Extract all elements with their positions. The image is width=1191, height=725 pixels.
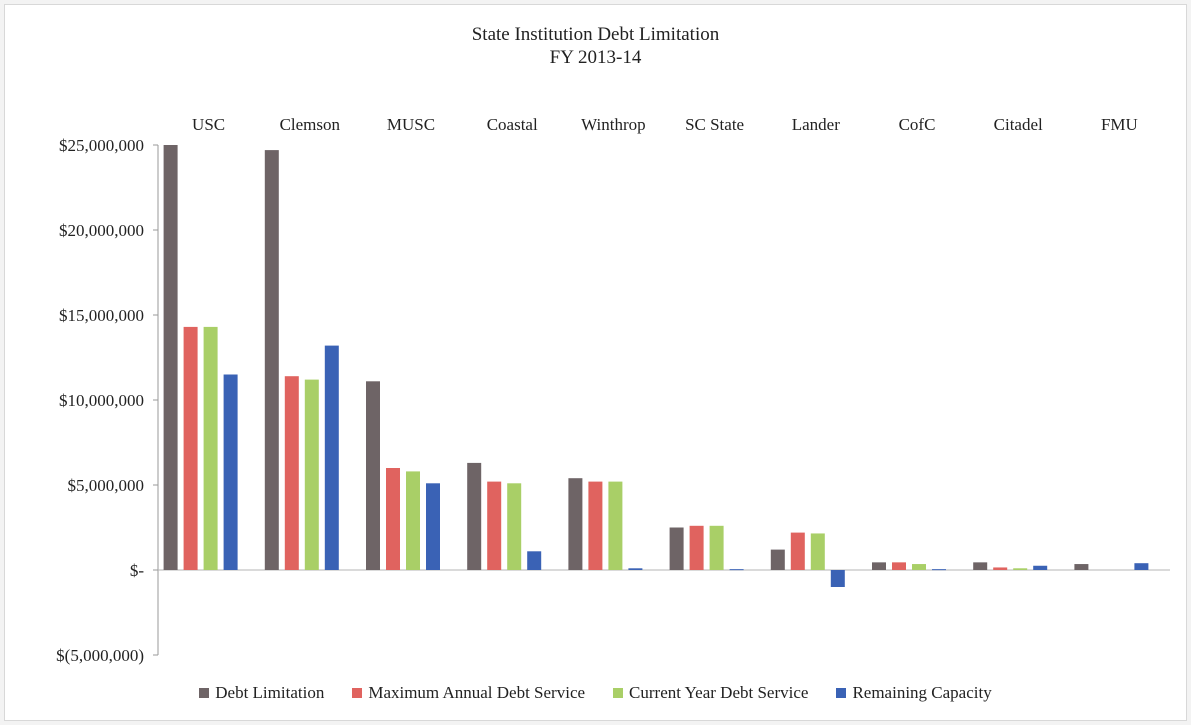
bar-remaining-capacity <box>628 568 643 570</box>
bar-maximum-annual-debt-service <box>284 376 299 570</box>
legend-label: Maximum Annual Debt Service <box>368 683 586 702</box>
bar-remaining-capacity <box>1033 565 1048 570</box>
category-label: USC <box>192 115 225 134</box>
legend-label: Debt Limitation <box>215 683 325 702</box>
legend-swatch <box>613 688 624 698</box>
category-label: Coastal <box>487 115 538 134</box>
bar-maximum-annual-debt-service <box>892 562 906 570</box>
category-label: MUSC <box>387 115 435 134</box>
category-label: Winthrop <box>581 115 645 134</box>
legend-label: Current Year Debt Service <box>629 683 809 702</box>
category-label: Clemson <box>280 115 341 134</box>
category-label: Lander <box>792 115 840 134</box>
bar-current-year-debt-service <box>406 471 420 570</box>
bar-maximum-annual-debt-service <box>588 481 603 570</box>
bar-debt-limitation <box>872 562 886 570</box>
legend-item: Current Year Debt Service <box>613 683 808 703</box>
bar-current-year-debt-service <box>912 564 926 570</box>
legend-swatch <box>836 688 847 698</box>
legend-item: Maximum Annual Debt Service <box>352 683 585 703</box>
bar-remaining-capacity <box>426 483 440 570</box>
legend-swatch <box>199 688 210 698</box>
bar-remaining-capacity <box>932 569 946 571</box>
bar-debt-limitation <box>264 150 279 570</box>
bar-debt-limitation <box>568 478 583 570</box>
bar-current-year-debt-service <box>810 533 825 570</box>
bar-remaining-capacity <box>324 345 339 570</box>
chart-subtitle: FY 2013-14 <box>549 47 642 68</box>
bar-debt-limitation <box>669 527 684 570</box>
y-tick-label: $10,000,000 <box>59 391 144 410</box>
y-tick-label: $20,000,000 <box>59 221 144 240</box>
bar-maximum-annual-debt-service <box>689 525 704 570</box>
bar-debt-limitation <box>467 462 482 570</box>
bar-current-year-debt-service <box>709 525 724 570</box>
bar-debt-limitation <box>1074 564 1089 570</box>
bar-current-year-debt-service <box>608 481 623 570</box>
bar-maximum-annual-debt-service <box>183 326 198 570</box>
bar-maximum-annual-debt-service <box>386 468 400 570</box>
chart-legend: Debt Limitation Maximum Annual Debt Servi… <box>0 680 1191 706</box>
bar-debt-limitation <box>163 145 178 570</box>
y-tick-label: $(5,000,000) <box>56 646 144 665</box>
legend-label: Remaining Capacity <box>852 683 992 702</box>
legend-item: Debt Limitation <box>199 683 324 703</box>
bar-maximum-annual-debt-service <box>487 481 502 570</box>
category-label: Citadel <box>994 115 1043 134</box>
y-tick-label: $5,000,000 <box>68 476 145 495</box>
category-label: SC State <box>685 115 744 134</box>
bar-current-year-debt-service <box>1013 568 1028 570</box>
category-label: CofC <box>899 115 936 134</box>
chart-frame <box>4 4 1187 721</box>
bar-remaining-capacity <box>1134 563 1149 570</box>
bar-remaining-capacity <box>527 551 542 570</box>
bar-remaining-capacity <box>830 570 845 587</box>
legend-swatch <box>352 688 363 698</box>
bar-remaining-capacity <box>223 374 238 570</box>
category-label: FMU <box>1101 115 1138 134</box>
legend-item: Remaining Capacity <box>836 683 992 703</box>
bar-current-year-debt-service <box>203 326 218 570</box>
bar-current-year-debt-service <box>304 379 319 570</box>
bar-maximum-annual-debt-service <box>790 532 805 570</box>
bar-maximum-annual-debt-service <box>993 567 1008 570</box>
bar-debt-limitation <box>770 549 785 570</box>
y-tick-label: $15,000,000 <box>59 306 144 325</box>
bar-debt-limitation <box>973 562 988 570</box>
bar-debt-limitation <box>366 381 380 570</box>
y-tick-label: $- <box>130 561 145 580</box>
bar-remaining-capacity <box>729 569 744 571</box>
chart-title: State Institution Debt Limitation <box>471 24 720 45</box>
bar-current-year-debt-service <box>507 483 522 570</box>
y-tick-label: $25,000,000 <box>59 136 144 155</box>
